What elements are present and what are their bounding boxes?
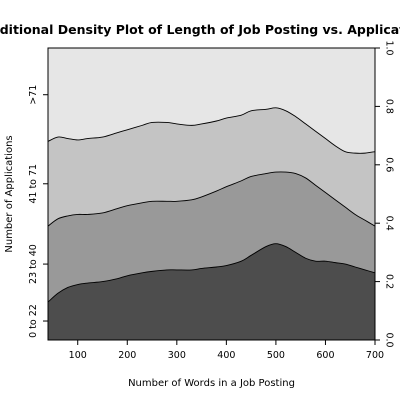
y-axis-label: Number of Applications	[4, 135, 15, 252]
x-tick-label: 100	[69, 350, 87, 361]
category-label-23-to-40: 23 to 40	[28, 244, 39, 284]
band-41-to-71	[48, 107, 375, 227]
plot-frame	[47, 47, 376, 341]
x-tick-label: 200	[118, 350, 136, 361]
category-label-gt-71: >71	[28, 85, 39, 105]
y-tick-label: 0.6	[384, 157, 395, 172]
y-tick-label: 0.8	[384, 99, 395, 114]
x-tick-label: 700	[366, 350, 384, 361]
y-tick-label: 0.0	[384, 332, 395, 347]
y-tick-label: 0.4	[384, 216, 395, 231]
boundary-line-3	[47, 107, 376, 154]
y-right-axis: 0.0 0.2 0.4 0.6 0.8 1.0	[375, 40, 395, 348]
y-tick-label: 1.0	[384, 40, 395, 55]
band-0-to-22	[48, 243, 375, 340]
y-tick-label: 0.2	[384, 274, 395, 289]
x-tick-label: 400	[217, 350, 235, 361]
y-category-labels: 0 to 22 23 to 40 41 to 71 >71	[28, 48, 49, 340]
x-tick-label: 600	[316, 350, 334, 361]
boundary-line-1	[47, 243, 376, 303]
band-gt-71	[48, 48, 375, 154]
x-tick-label: 500	[267, 350, 285, 361]
boundary-line-2	[47, 171, 376, 227]
category-label-0-to-22: 0 to 22	[28, 304, 39, 338]
density-bands	[47, 48, 376, 340]
band-23-to-40	[48, 171, 375, 303]
category-label-41-to-71: 41 to 71	[28, 164, 39, 204]
chart-title: Conditional Density Plot of Length of Jo…	[0, 22, 400, 37]
x-axis: 100 200 300 400 500 600 700	[69, 339, 384, 361]
x-axis-label: Number of Words in a Job Posting	[128, 378, 295, 389]
x-tick-label: 300	[168, 350, 186, 361]
